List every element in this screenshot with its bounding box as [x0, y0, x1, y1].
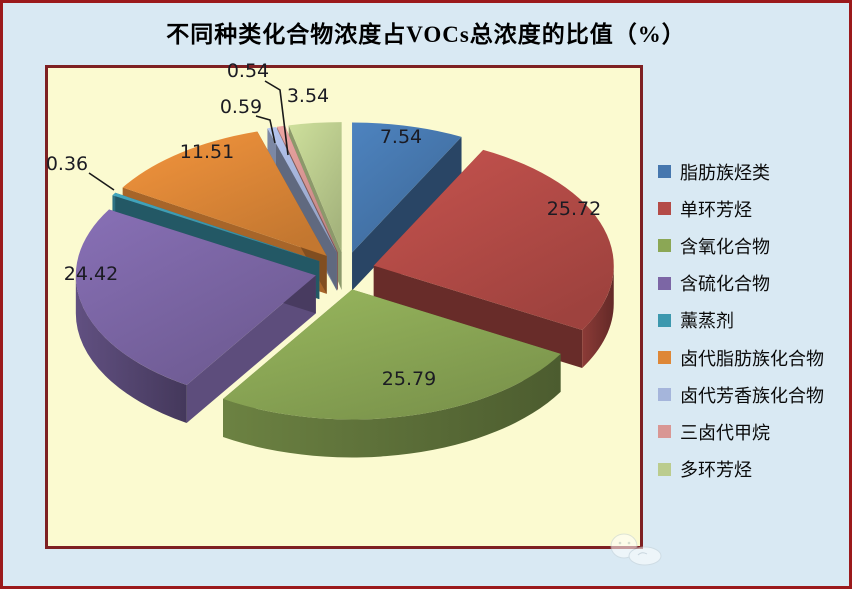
data-label: 0.36	[46, 153, 88, 175]
data-label: 25.72	[547, 198, 601, 220]
legend-item: 多环芳烃	[658, 451, 824, 488]
chart-title: 不同种类化合物浓度占VOCs总浓度的比值（%）	[166, 22, 686, 47]
legend-item: 含硫化合物	[658, 265, 824, 302]
legend-item: 三卤代甲烷	[658, 413, 824, 450]
legend-swatch	[658, 239, 671, 253]
legend-item: 脂肪族烃类	[658, 153, 824, 190]
legend-swatch	[658, 425, 671, 439]
legend-item: 卤代芳香族化合物	[658, 376, 824, 413]
legend-swatch	[658, 351, 671, 365]
legend-label: 脂肪族烃类	[680, 162, 770, 183]
legend-label: 多环芳烃	[680, 460, 752, 481]
pie-slice	[352, 122, 462, 291]
label-leader-line	[255, 115, 276, 144]
legend-label: 三卤代甲烷	[680, 422, 770, 443]
data-label: 11.51	[180, 141, 234, 163]
legend-item: 薰蒸剂	[658, 302, 824, 339]
label-leader-line	[88, 172, 115, 191]
legend-swatch	[658, 462, 671, 476]
legend-label: 卤代脂肪族化合物	[680, 348, 824, 369]
legend-label: 含硫化合物	[680, 274, 770, 295]
legend-label: 含氧化合物	[680, 236, 770, 257]
legend-item: 卤代脂肪族化合物	[658, 339, 824, 376]
data-label: 24.42	[64, 263, 118, 285]
legend-label: 薰蒸剂	[680, 311, 734, 332]
data-label: 7.54	[380, 126, 422, 148]
data-label: 25.79	[382, 368, 436, 390]
legend-swatch	[658, 165, 671, 179]
data-label: 3.54	[287, 85, 329, 107]
legend-item: 含氧化合物	[658, 227, 824, 264]
pie-slice	[373, 149, 614, 369]
legend: 脂肪族烃类单环芳烃含氧化合物含硫化合物薰蒸剂卤代脂肪族化合物 卤代芳香族化合物 三卤…	[658, 153, 824, 488]
pie-slice	[223, 289, 561, 458]
legend-swatch	[658, 313, 671, 327]
legend-swatch	[658, 202, 671, 216]
legend-swatch	[658, 388, 671, 402]
legend-label: 单环芳烃	[680, 199, 752, 220]
watermark-doodle	[610, 533, 662, 566]
pie-slice	[75, 209, 316, 424]
legend-item: 单环芳烃	[658, 190, 824, 227]
legend-swatch	[658, 276, 671, 290]
data-label: 0.59	[220, 96, 262, 118]
pie-3d-chart: 7.54 25.72 25.79 24.42 0.36 11.51 0.59 0.54 3.54	[46, 60, 614, 458]
legend-label: 卤代芳香族化合物	[680, 385, 824, 406]
data-label: 0.54	[227, 60, 269, 82]
label-leader-line	[264, 80, 289, 156]
